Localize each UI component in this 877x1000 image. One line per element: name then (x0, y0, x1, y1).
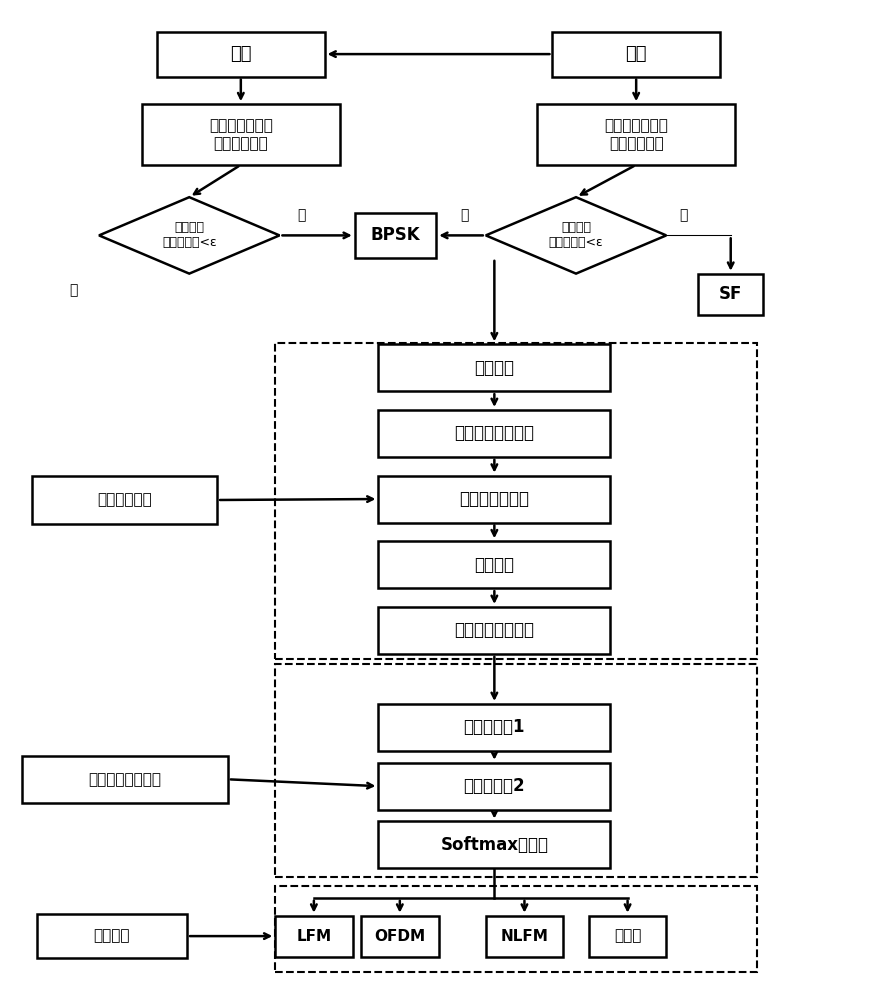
FancyBboxPatch shape (361, 916, 438, 957)
FancyBboxPatch shape (378, 541, 610, 588)
FancyBboxPatch shape (538, 104, 735, 165)
Text: SF: SF (719, 285, 743, 303)
Text: 设置自动化门限: 设置自动化门限 (460, 490, 530, 508)
Text: 稀疏自编码2: 稀疏自编码2 (464, 777, 525, 795)
Text: 否: 否 (69, 283, 77, 297)
Text: 多级瞬时自相关
时宽带宽测量: 多级瞬时自相关 时宽带宽测量 (209, 118, 273, 151)
Text: 实部单值
时宽带宽积<ε: 实部单值 时宽带宽积<ε (162, 221, 217, 249)
Text: 信号: 信号 (625, 45, 647, 63)
Text: NLFM: NLFM (501, 929, 548, 944)
Text: 稀疏自编码1: 稀疏自编码1 (464, 718, 525, 736)
Text: 平方: 平方 (230, 45, 252, 63)
FancyBboxPatch shape (22, 756, 228, 803)
FancyBboxPatch shape (378, 763, 610, 810)
Text: Softmax分类器: Softmax分类器 (440, 836, 548, 854)
FancyBboxPatch shape (354, 213, 437, 258)
FancyBboxPatch shape (378, 476, 610, 523)
Text: 否: 否 (460, 209, 468, 223)
Text: 实部单值
时宽带宽积<ε: 实部单值 时宽带宽积<ε (549, 221, 603, 249)
FancyBboxPatch shape (486, 916, 563, 957)
Text: LFM: LFM (296, 929, 332, 944)
FancyBboxPatch shape (378, 410, 610, 457)
Polygon shape (99, 197, 280, 274)
FancyBboxPatch shape (32, 476, 217, 524)
Polygon shape (486, 197, 667, 274)
FancyBboxPatch shape (589, 916, 667, 957)
Text: 特征平面构建: 特征平面构建 (97, 492, 153, 508)
Text: BPSK: BPSK (371, 226, 420, 244)
FancyBboxPatch shape (378, 821, 610, 868)
Text: 模糊函数: 模糊函数 (474, 359, 515, 377)
Text: 是: 是 (296, 209, 305, 223)
Text: 多级瞬时自相关
时宽带宽测量: 多级瞬时自相关 时宽带宽测量 (604, 118, 668, 151)
FancyBboxPatch shape (142, 104, 339, 165)
Text: 数据抽取: 数据抽取 (474, 556, 515, 574)
Text: 步进频: 步进频 (614, 929, 641, 944)
Text: 是: 是 (680, 209, 688, 223)
FancyBboxPatch shape (378, 344, 610, 391)
Text: 信号类型: 信号类型 (94, 929, 130, 944)
Text: OFDM: OFDM (374, 929, 425, 944)
FancyBboxPatch shape (157, 32, 324, 77)
FancyBboxPatch shape (37, 914, 187, 958)
FancyBboxPatch shape (378, 704, 610, 751)
FancyBboxPatch shape (553, 32, 720, 77)
Text: 堆叠稀疏自编码器: 堆叠稀疏自编码器 (89, 772, 161, 787)
FancyBboxPatch shape (698, 274, 763, 315)
Text: 模糊函数二维矩阵: 模糊函数二维矩阵 (454, 424, 534, 442)
FancyBboxPatch shape (275, 916, 353, 957)
FancyBboxPatch shape (378, 607, 610, 654)
Text: 模糊函数特征平面: 模糊函数特征平面 (454, 621, 534, 639)
